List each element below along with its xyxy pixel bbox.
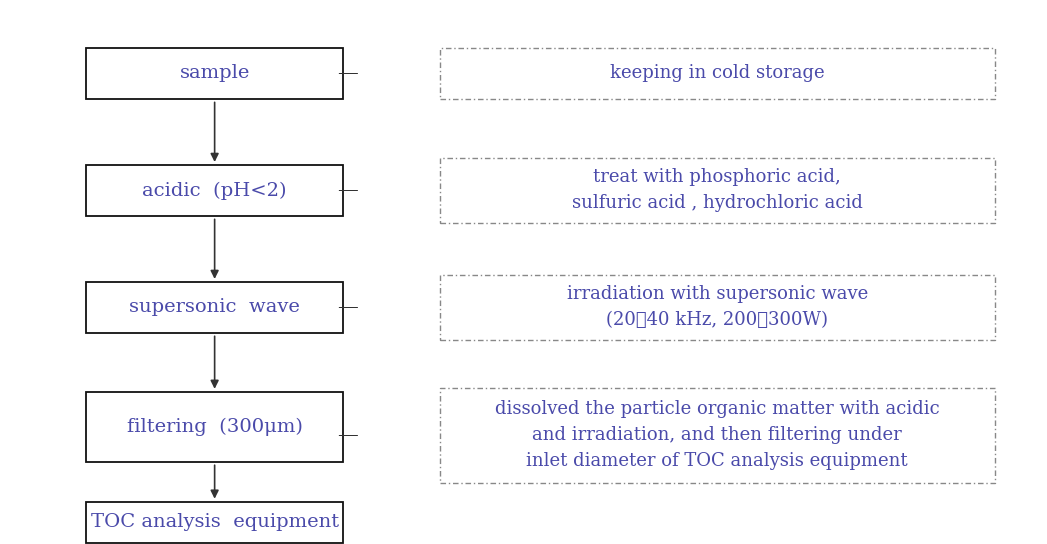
Text: irradiation with supersonic wave: irradiation with supersonic wave — [566, 285, 868, 304]
Text: keeping in cold storage: keeping in cold storage — [610, 64, 824, 83]
Text: sulfuric acid , hydrochloric acid: sulfuric acid , hydrochloric acid — [572, 194, 863, 213]
Text: (20～40 kHz, 200～300W): (20～40 kHz, 200～300W) — [606, 311, 828, 330]
FancyBboxPatch shape — [86, 502, 343, 543]
FancyBboxPatch shape — [440, 48, 995, 99]
FancyBboxPatch shape — [440, 158, 995, 223]
Text: dissolved the particle organic matter with acidic: dissolved the particle organic matter wi… — [495, 400, 939, 418]
Text: —: — — [337, 426, 358, 444]
FancyBboxPatch shape — [440, 275, 995, 340]
Text: treat with phosphoric acid,: treat with phosphoric acid, — [594, 168, 841, 187]
FancyBboxPatch shape — [440, 387, 995, 483]
Text: supersonic  wave: supersonic wave — [129, 298, 300, 317]
Text: inlet diameter of TOC analysis equipment: inlet diameter of TOC analysis equipment — [527, 452, 908, 471]
FancyBboxPatch shape — [86, 48, 343, 99]
FancyBboxPatch shape — [86, 392, 343, 462]
FancyBboxPatch shape — [86, 164, 343, 217]
Text: filtering  (300μm): filtering (300μm) — [127, 418, 303, 436]
Text: TOC analysis  equipment: TOC analysis equipment — [91, 513, 338, 531]
Text: acidic  (pH<2): acidic (pH<2) — [142, 181, 287, 200]
FancyBboxPatch shape — [86, 282, 343, 333]
Text: —: — — [337, 298, 358, 317]
Text: —: — — [337, 181, 358, 200]
Text: —: — — [337, 64, 358, 83]
Text: and irradiation, and then filtering under: and irradiation, and then filtering unde… — [532, 426, 903, 444]
Text: sample: sample — [179, 64, 250, 83]
